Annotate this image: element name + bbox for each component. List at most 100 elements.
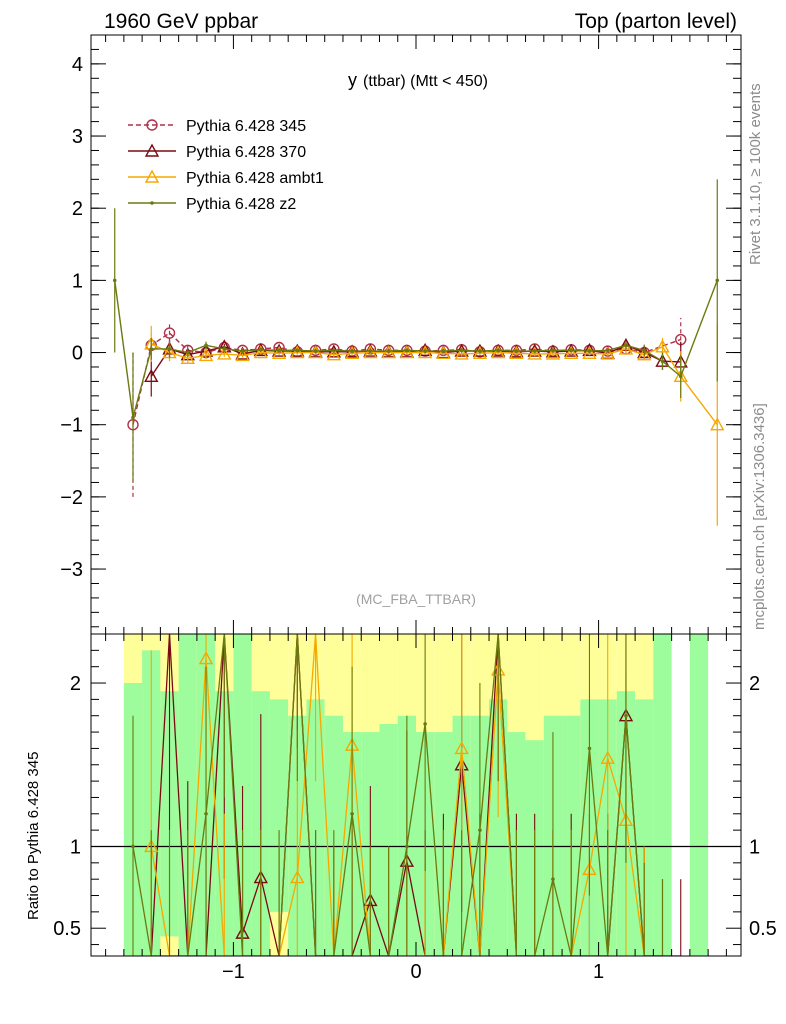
data-point xyxy=(368,349,373,353)
data-point xyxy=(240,349,245,353)
data-point xyxy=(405,348,409,353)
data-point xyxy=(112,278,117,283)
data-point xyxy=(295,348,300,353)
ratio-y-tick-label: 1 xyxy=(70,836,81,858)
data-point xyxy=(564,345,579,359)
data-point xyxy=(204,343,208,348)
ratio-y-tick-label-right: 2 xyxy=(749,673,760,695)
y-tick-label: 4 xyxy=(72,54,83,76)
data-point xyxy=(144,368,159,383)
data-point xyxy=(478,828,482,832)
data-point xyxy=(381,345,396,359)
y-tick-label: −1 xyxy=(60,415,83,437)
band-green xyxy=(489,699,508,956)
series-line xyxy=(150,634,681,956)
data-point xyxy=(459,348,464,353)
side-source-label: mcplots.cern.ch [arXiv:1306.3436] xyxy=(751,403,768,630)
data-point xyxy=(600,346,615,360)
data-point xyxy=(587,349,592,353)
data-point xyxy=(222,347,227,351)
ratio-y-axis-label: Ratio to Pythia 6.428 345 xyxy=(25,752,42,920)
data-point xyxy=(290,345,305,359)
data-point xyxy=(454,740,469,755)
data-point xyxy=(417,345,433,359)
data-point xyxy=(509,345,524,359)
data-point xyxy=(660,359,665,364)
legend-marker xyxy=(146,119,158,131)
y-tick-label: 2 xyxy=(72,198,83,220)
band-green xyxy=(379,723,398,956)
series-line xyxy=(150,343,718,426)
data-point xyxy=(551,348,555,353)
y-tick-label: 1 xyxy=(72,270,83,292)
data-point xyxy=(642,348,647,353)
side-rivet-label: Rivet 3.1.10, ≥ 100k events xyxy=(747,83,764,265)
data-point xyxy=(217,346,232,360)
ratio-y-tick-label: 0.5 xyxy=(53,918,81,940)
data-point xyxy=(600,750,615,764)
plot-title: y (ttbar) (Mtt < 450) xyxy=(348,70,488,90)
data-point xyxy=(423,722,427,726)
ratio-y-tick-label-right: 0.5 xyxy=(749,918,777,940)
data-point xyxy=(290,870,305,884)
plot-title-main: y xyxy=(348,70,357,90)
data-point xyxy=(582,345,597,359)
data-point xyxy=(313,349,318,353)
legend-marker xyxy=(150,201,154,205)
ratio-y-tick-label: 2 xyxy=(70,673,81,695)
y-tick-label: 0 xyxy=(72,343,83,365)
legend-marker xyxy=(144,143,160,157)
data-point xyxy=(532,349,537,353)
band-green xyxy=(269,699,289,912)
legend-label: Pythia 6.428 345 xyxy=(186,118,306,135)
data-point xyxy=(423,349,427,353)
data-point xyxy=(204,811,208,816)
x-tick-label: −1 xyxy=(222,961,245,983)
plot-watermark: (MC_FBA_TTBAR) xyxy=(356,591,476,607)
data-point xyxy=(417,342,433,357)
data-point xyxy=(678,374,683,379)
data-point xyxy=(167,347,172,351)
ratio-y-tick-label-right: 1 xyxy=(749,836,760,858)
ratio-plot-area xyxy=(91,634,741,956)
y-tick-label: 3 xyxy=(72,126,83,148)
data-point xyxy=(618,341,634,355)
header-left: 1960 GeV ppbar xyxy=(104,10,258,33)
series-line xyxy=(150,634,663,956)
data-point xyxy=(308,345,323,359)
data-point xyxy=(478,349,482,353)
main-panel: −3 −2 −1 0 1 2 3 4 y (ttbar) (Mtt < 450) (MC_FBA_T… xyxy=(60,34,742,635)
data-point xyxy=(131,415,135,420)
data-point xyxy=(490,345,506,359)
data-point xyxy=(624,713,628,718)
data-point xyxy=(399,345,415,359)
data-point xyxy=(131,844,135,849)
ratio-panel: 0.5 0.5 1 1 2 2 −1 0 1 Ratio to Pythia 6.428 345 xyxy=(25,633,777,983)
data-point xyxy=(545,346,561,360)
plot-title-sub: (ttbar) (Mtt < 450) xyxy=(363,73,488,90)
y-tick-label: −2 xyxy=(60,487,83,509)
x-tick-label: 0 xyxy=(410,961,421,983)
data-point xyxy=(587,746,592,751)
data-point xyxy=(271,345,287,359)
header-right: Top (parton level) xyxy=(575,10,737,33)
band-green xyxy=(689,634,709,956)
legend-marker xyxy=(144,169,160,183)
data-point xyxy=(405,844,409,849)
data-point xyxy=(363,345,378,359)
data-point xyxy=(441,349,446,353)
data-point xyxy=(655,339,670,353)
band-green xyxy=(653,634,672,956)
data-point xyxy=(710,417,725,431)
data-point xyxy=(350,811,354,816)
data-point xyxy=(253,345,268,359)
data-point xyxy=(514,349,519,353)
data-point xyxy=(545,344,561,358)
data-point xyxy=(350,349,354,353)
y-tick-label: −3 xyxy=(60,559,83,581)
legend-label: Pythia 6.428 ambt1 xyxy=(186,170,324,187)
data-point xyxy=(163,327,176,339)
data-point xyxy=(332,348,336,353)
data-point xyxy=(344,345,360,359)
data-point xyxy=(624,343,628,348)
